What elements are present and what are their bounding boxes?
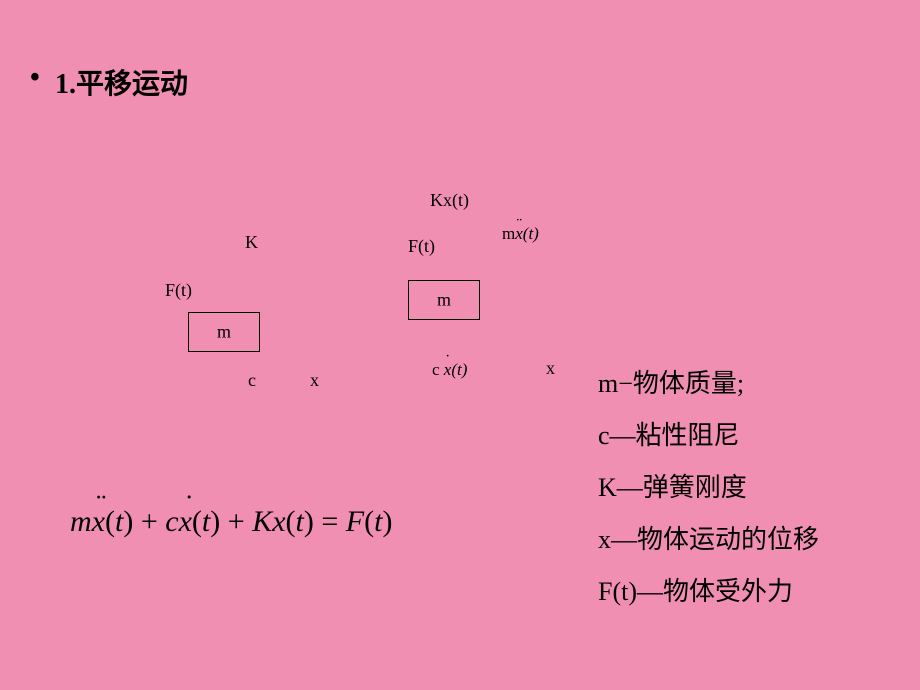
legend-sym-2: K	[598, 473, 617, 502]
cxdot-prefix: c	[432, 360, 444, 379]
eq-p2: (	[192, 505, 202, 538]
heading-text: 平移运动	[76, 69, 188, 100]
legend-dash-0: −	[618, 369, 633, 398]
eq-plus1: +	[133, 505, 165, 538]
eq-p4c: )	[382, 505, 392, 538]
page-heading: 1.平移运动	[55, 62, 188, 102]
eq-c: c	[165, 505, 178, 538]
eq-ddots: ¨	[94, 489, 104, 523]
eq-p4: (	[364, 505, 374, 538]
mass-box-left-label: m	[189, 322, 259, 343]
label-ft-right: F(t)	[408, 236, 435, 257]
cxdot-suffix: (t)	[451, 360, 467, 379]
label-m-xddot-t: m¨x(t)	[502, 224, 539, 244]
eq-equals: =	[314, 505, 346, 538]
cxdot-dot: ˙	[444, 351, 450, 371]
heading-number: 1.	[55, 69, 76, 100]
label-k: K	[245, 232, 258, 253]
eq-p2c: )	[210, 505, 220, 538]
legend: m−物体质量; c—粘性阻尼 K—弹簧刚度 x—物体运动的位移 F(t)—物体受…	[598, 358, 819, 618]
legend-sym-0: m	[598, 369, 618, 398]
mass-box-right-label: m	[409, 290, 479, 311]
legend-dash-2: —	[617, 473, 643, 502]
mxddot-prefix: m	[502, 224, 515, 243]
eq-t2: t	[202, 505, 210, 538]
mxddot-suffix: (t)	[523, 224, 539, 243]
legend-desc-1: 粘性阻尼	[636, 421, 740, 450]
eq-plus2: +	[220, 505, 252, 538]
eq-F: F	[346, 505, 364, 538]
legend-item-m: m−物体质量;	[598, 358, 819, 410]
eq-p3c: )	[304, 505, 314, 538]
eq-x3: x	[272, 505, 285, 538]
eq-dot: ˙	[182, 489, 192, 523]
label-ft-left: F(t)	[165, 280, 192, 301]
label-kx-t: Kx(t)	[430, 190, 469, 211]
eq-t3: t	[296, 505, 304, 538]
eq-p3: (	[286, 505, 296, 538]
legend-dash-4: —	[637, 577, 663, 606]
legend-sym-4: F(t)	[598, 577, 637, 606]
legend-sym-3: x	[598, 525, 611, 554]
legend-desc-2: 弹簧刚度	[643, 473, 747, 502]
legend-desc-4: 物体受外力	[663, 577, 793, 606]
legend-desc-0: 物体质量;	[633, 369, 744, 398]
heading-bullet: •	[30, 62, 40, 94]
main-equation: m¨x(t) + c˙x(t) + Kx(t) = F(t)	[70, 505, 392, 539]
label-c: c	[248, 370, 256, 391]
legend-dash-3: —	[611, 525, 637, 554]
mxddot-dots: ¨	[515, 215, 521, 235]
legend-item-x: x—物体运动的位移	[598, 514, 819, 566]
label-c-xdot-t: c ˙x(t)	[432, 360, 467, 380]
label-x-left: x	[310, 370, 319, 391]
eq-m: m	[70, 505, 92, 538]
legend-sym-1: c	[598, 421, 610, 450]
label-x-right: x	[546, 358, 555, 379]
mass-box-right: m	[408, 280, 480, 320]
eq-K: K	[252, 505, 272, 538]
legend-item-c: c—粘性阻尼	[598, 410, 819, 462]
legend-item-ft: F(t)—物体受外力	[598, 566, 819, 618]
legend-item-k: K—弹簧刚度	[598, 462, 819, 514]
eq-p1c: )	[123, 505, 133, 538]
mass-box-left: m	[188, 312, 260, 352]
legend-desc-3: 物体运动的位移	[637, 525, 819, 554]
legend-dash-1: —	[610, 421, 636, 450]
eq-p1: (	[105, 505, 115, 538]
